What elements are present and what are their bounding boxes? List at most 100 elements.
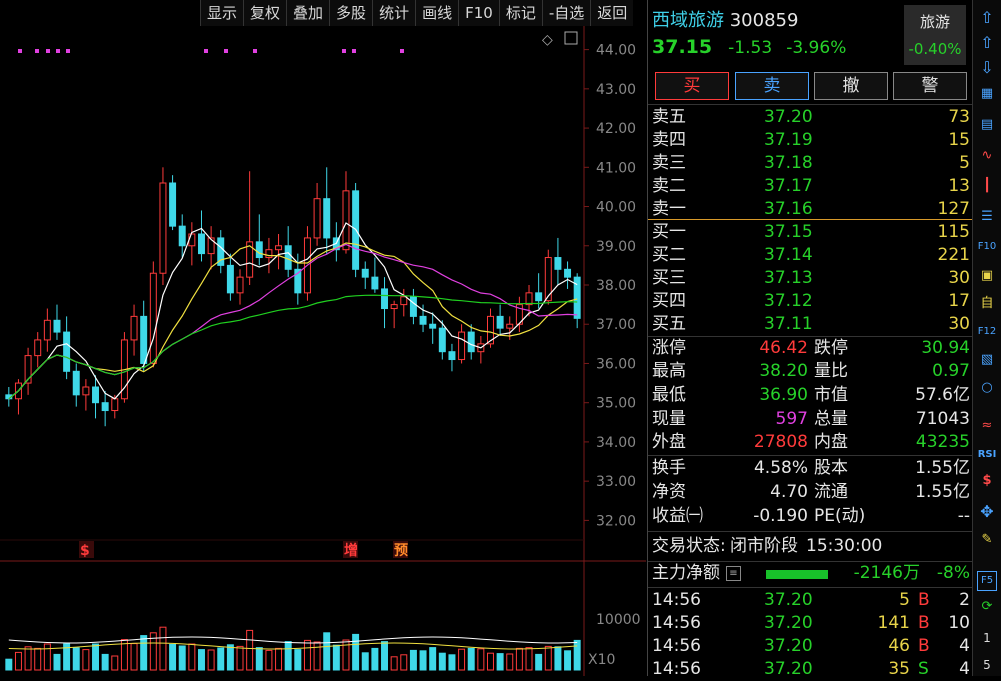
volume-bar <box>467 647 475 671</box>
ask-row[interactable]: 卖三 37.18 5 <box>648 152 972 175</box>
event-marker[interactable]: 预 <box>394 543 408 559</box>
circle-icon[interactable]: ○ <box>981 380 993 395</box>
toolbar-multi-stock-button[interactable]: 多股 <box>329 0 372 26</box>
tick-side: B <box>918 590 930 610</box>
kline-chart-area[interactable]: 44.00 43.00 42.00 41.00 40.00 39.00 38.00 37.00… <box>0 0 646 676</box>
layout-icon[interactable]: ▦ <box>980 86 994 101</box>
stats-row-low: 最低 36.90 市值 57.6亿 <box>648 384 972 407</box>
pencil-icon[interactable]: ✎ <box>981 532 993 547</box>
inner-label: 内盘 <box>814 432 848 452</box>
bid-row[interactable]: 买三 37.13 30 <box>648 267 972 290</box>
volume-bar <box>178 645 186 671</box>
arrow-down-icon[interactable]: ⇩ <box>980 58 994 77</box>
indicator-icon[interactable]: ≈ <box>981 418 993 433</box>
limit-up-label: 涨停 <box>652 338 686 358</box>
info-icon[interactable]: ▣ <box>980 268 994 283</box>
tick-n: 4 <box>959 636 970 656</box>
bid-row[interactable]: 买五 37.11 30 <box>648 313 972 336</box>
f10-icon[interactable]: F10 <box>977 241 997 252</box>
ask-label: 卖一 <box>652 199 686 219</box>
bid-row[interactable]: 买四 37.12 17 <box>648 290 972 313</box>
fund-flow-row[interactable]: 主力净额 ≡ -2146万 -8% <box>648 562 972 585</box>
toolbar-draw-button[interactable]: 画线 <box>415 0 458 26</box>
f12-icon[interactable]: F12 <box>977 326 997 337</box>
high-value: 38.20 <box>759 361 808 381</box>
ask-row[interactable]: 卖五 37.20 73 <box>648 106 972 129</box>
page-number[interactable]: 1 <box>983 631 991 645</box>
candle-body <box>140 315 148 364</box>
toolbar-stats-button[interactable]: 统计 <box>372 0 415 26</box>
toolbar-remove-watchlist-button[interactable]: -自选 <box>541 0 590 26</box>
tick-price: 37.20 <box>764 659 813 679</box>
rsi-icon[interactable]: RSI <box>977 449 997 460</box>
diamond-icon[interactable]: ◇ <box>542 32 553 48</box>
self-select-icon[interactable]: 自 <box>980 296 994 311</box>
float-label: 流通 <box>814 482 848 502</box>
candlestick-icon[interactable]: ┃ <box>983 178 991 193</box>
toolbar-display-button[interactable]: 显示 <box>200 0 243 26</box>
bid-row[interactable]: 买一 37.15 115 <box>648 221 972 244</box>
ask-row[interactable]: 卖一 37.16 127 <box>648 198 972 221</box>
price-axis-label: 34.00 <box>596 435 636 451</box>
volume-bar <box>525 647 533 671</box>
ask-row[interactable]: 卖四 37.19 15 <box>648 129 972 152</box>
toolbar-adjust-button[interactable]: 复权 <box>243 0 286 26</box>
bid-label: 买二 <box>652 245 686 265</box>
list-icon[interactable]: ≡ <box>726 566 741 581</box>
move-icon[interactable]: ✥ <box>980 502 994 521</box>
volume-bar <box>352 633 360 671</box>
candle-body <box>371 276 379 290</box>
sell-button[interactable]: 卖 <box>735 72 809 100</box>
toolbar-f10-button[interactable]: F10 <box>458 0 499 26</box>
cancel-order-button[interactable]: 撤 <box>814 72 888 100</box>
panel-toggle-icon[interactable] <box>564 31 578 45</box>
candle-body <box>361 268 369 278</box>
ask-price: 37.16 <box>764 199 813 219</box>
event-marker[interactable]: $ <box>80 543 90 559</box>
f5-icon[interactable]: F5 <box>977 571 997 591</box>
price-axis-label: 36.00 <box>596 356 636 372</box>
vol-ratio-value: 0.97 <box>932 361 970 381</box>
stock-header: 西域旅游 300859 <box>652 6 798 32</box>
ask-volume: 13 <box>948 176 970 196</box>
divider <box>648 455 972 456</box>
refresh-icon[interactable]: ⟳ <box>981 599 993 614</box>
fund-flow-label: 主力净额 <box>652 563 720 583</box>
ask-row[interactable]: 卖二 37.17 13 <box>648 175 972 198</box>
stats-row-eps: 收益㈠ -0.190 PE(动) -- <box>648 505 972 528</box>
news-icon[interactable]: ▤ <box>980 117 994 132</box>
volume-bar <box>169 643 177 671</box>
candle-body <box>544 257 552 302</box>
volume-bar <box>63 643 71 671</box>
toolbar-overlay-button[interactable]: 叠加 <box>286 0 329 26</box>
volume-bar <box>246 629 254 671</box>
line-chart-icon[interactable]: ∿ <box>981 148 993 163</box>
list-icon[interactable]: ☰ <box>981 209 993 224</box>
alert-button[interactable]: 警 <box>893 72 967 100</box>
volume-bar <box>111 655 119 671</box>
arrow-up-icon[interactable]: ⇧ <box>980 8 994 27</box>
fund-flow-value: -2146万 <box>853 563 920 583</box>
calc-icon[interactable]: ▧ <box>980 352 994 367</box>
kline-chart[interactable]: 44.00 43.00 42.00 41.00 40.00 39.00 38.00 37.00… <box>0 0 646 676</box>
bid-label: 买一 <box>652 222 686 242</box>
dollar-icon[interactable]: $ <box>982 473 992 488</box>
candle-body <box>111 398 119 412</box>
buy-button[interactable]: 买 <box>655 72 729 100</box>
event-marker[interactable]: 增 <box>344 542 358 559</box>
toolbar-mark-button[interactable]: 标记 <box>498 0 542 26</box>
arrow-up-icon[interactable]: ⇧ <box>980 33 994 52</box>
bid-row[interactable]: 买二 37.14 221 <box>648 244 972 267</box>
fund-flow-bar <box>766 570 828 579</box>
tick-n: 4 <box>959 659 970 679</box>
page-number[interactable]: 5 <box>983 658 991 672</box>
fund-flow-pct: -8% <box>936 563 970 583</box>
trade-status-value: 闭市阶段 <box>730 536 798 556</box>
toolbar-back-button[interactable]: 返回 <box>590 0 633 26</box>
sector-box[interactable]: 旅游 -0.40% <box>904 5 966 65</box>
price-axis-label: 37.00 <box>596 317 636 333</box>
volume-bar <box>43 643 51 671</box>
volume-bar <box>506 653 514 671</box>
tick-row: 14:56 37.20 5 B 2 <box>648 589 972 612</box>
stock-code: 300859 <box>729 10 799 31</box>
